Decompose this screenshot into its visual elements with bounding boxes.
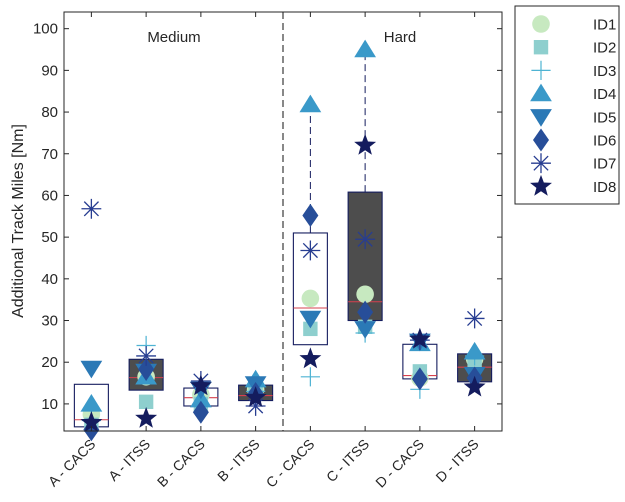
- point-id8-2: [135, 406, 158, 428]
- point-id5-6: [354, 321, 377, 339]
- y-tick-label: 40: [41, 271, 58, 288]
- legend-label-id1: ID1: [593, 17, 616, 34]
- point-id7-2: [136, 346, 157, 366]
- point-id6-2: [138, 357, 155, 381]
- point-id4-1: [80, 393, 103, 412]
- point-id1-6: [356, 285, 374, 304]
- legend-marker-id5: [530, 109, 552, 127]
- series-id8: [80, 133, 486, 432]
- x-tick-label: B - CACS: [154, 436, 208, 490]
- y-tick-label: 80: [41, 104, 58, 121]
- point-id5-1: [80, 360, 103, 379]
- point-id2-5: [303, 321, 318, 337]
- point-id8-6: [354, 133, 377, 155]
- point-id4-5: [299, 94, 322, 113]
- legend-marker-id2: [533, 40, 549, 55]
- panel-label-hard: Hard: [384, 29, 417, 46]
- x-tick-label: B - ITSS: [214, 436, 263, 485]
- point-id1-5: [301, 289, 320, 308]
- point-id6-5: [302, 203, 319, 227]
- point-id7-8: [464, 308, 485, 329]
- point-id7-4: [245, 396, 266, 416]
- point-id6-7: [411, 367, 428, 391]
- point-id4-6: [354, 39, 377, 58]
- point-id8-1: [80, 411, 103, 432]
- legend-marker-id1: [532, 15, 550, 33]
- legend-marker-id8: [530, 174, 552, 196]
- y-tick-label: 90: [41, 62, 58, 79]
- box-6: [347, 49, 383, 322]
- legend-marker-id4: [530, 83, 552, 102]
- legend-frame: [514, 5, 620, 205]
- y-tick-label: 50: [41, 229, 58, 246]
- point-id7-1: [81, 198, 102, 219]
- x-tick-label: D - ITSS: [432, 436, 481, 485]
- x-tick-label: A - ITSS: [105, 436, 153, 484]
- legend-label-id2: ID2: [593, 40, 616, 57]
- point-id6-3: [192, 400, 209, 424]
- point-id8-8: [463, 375, 486, 397]
- point-id7-6: [355, 229, 376, 250]
- point-id8-4: [244, 386, 267, 407]
- plot-area-frame: [63, 11, 503, 432]
- legend-marker-id7: [531, 153, 551, 174]
- point-id3-5: [300, 367, 320, 387]
- y-tick-label: 30: [41, 313, 58, 330]
- legend-label-id8: ID8: [593, 179, 616, 196]
- x-tick-label: C - CACS: [263, 436, 318, 491]
- legend: ID1 ID2 ID3 ID4 ID5 ID6 ID7 ID8: [514, 5, 620, 205]
- legend-marker-id6: [533, 128, 549, 152]
- point-id2-2: [138, 394, 154, 410]
- y-tick-label: 100: [33, 21, 58, 38]
- point-id8-7: [408, 327, 431, 349]
- point-id8-5: [299, 347, 322, 369]
- y-tick-label: 60: [41, 187, 58, 204]
- x-tick-label: C - ITSS: [323, 436, 372, 485]
- legend-marker-id3: [531, 60, 551, 80]
- legend-label-id3: ID3: [593, 63, 616, 80]
- panel-label-medium: Medium: [147, 29, 200, 46]
- point-id6-6: [357, 300, 374, 324]
- y-tick-label: 70: [41, 146, 58, 163]
- x-tick-label: A - CACS: [45, 436, 99, 490]
- point-id8-3: [189, 374, 212, 396]
- legend-label-id7: ID7: [593, 156, 616, 173]
- x-tick-label: D - CACS: [372, 436, 427, 491]
- point-id5-5: [299, 310, 322, 329]
- y-tick-label: 10: [41, 396, 58, 413]
- legend-label-id5: ID5: [593, 109, 616, 126]
- point-id7-5: [300, 240, 321, 261]
- point-id4-8: [463, 341, 486, 360]
- y-tick-label: 20: [41, 354, 58, 371]
- y-axis-label: Additional Track Miles [Nm]: [10, 124, 27, 318]
- legend-label-id6: ID6: [593, 133, 616, 150]
- legend-label-id4: ID4: [593, 86, 616, 103]
